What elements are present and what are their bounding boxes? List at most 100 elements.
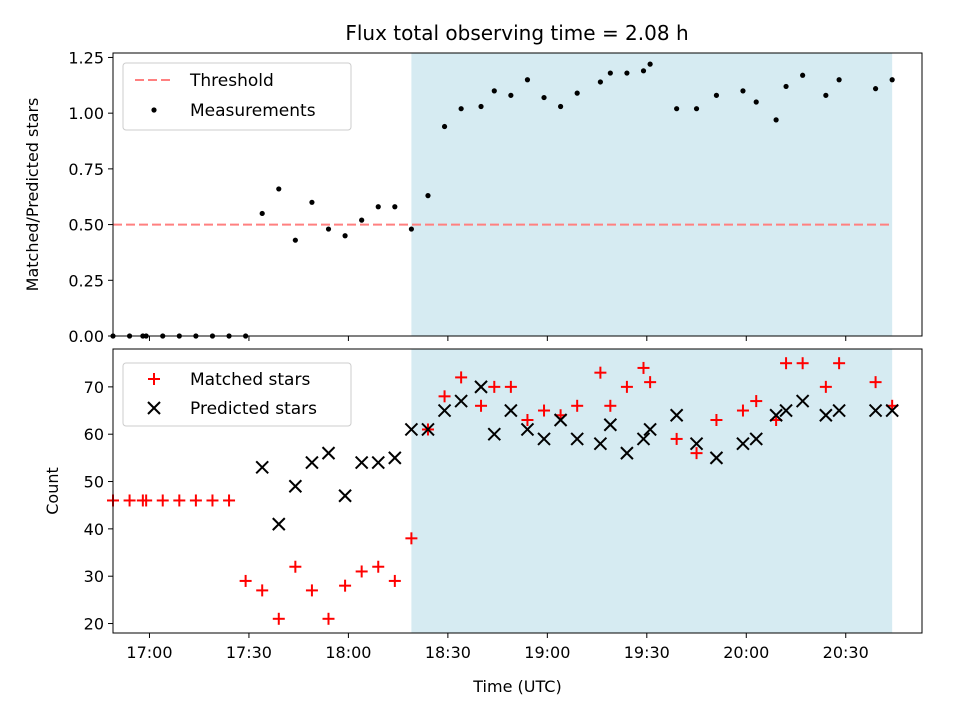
matched-star-point — [455, 371, 468, 384]
matched-star-point — [140, 494, 153, 507]
measurement-point — [889, 77, 895, 83]
measurement-point — [408, 226, 415, 232]
measurement-point — [458, 106, 464, 112]
measurement-point — [508, 92, 514, 98]
predicted-star-point — [338, 489, 352, 503]
matched-star-point — [289, 560, 302, 573]
measurement-point — [392, 204, 398, 210]
predicted-star-point — [819, 408, 833, 422]
y-tick-label: 1.00 — [68, 104, 104, 123]
x-tick-label: 19:30 — [624, 643, 670, 662]
matched-star-point — [521, 414, 534, 426]
measurement-point — [491, 88, 497, 94]
measurement-point — [558, 103, 564, 110]
predicted-star-point — [404, 422, 419, 437]
predicted-star-point — [487, 427, 501, 441]
y-tick-label: 50 — [84, 473, 104, 492]
predicted-star-point — [474, 380, 488, 394]
matched-star-point — [736, 404, 749, 417]
predicted-star-point — [321, 446, 336, 460]
predicted-star-point — [769, 408, 783, 422]
measurement-point — [441, 123, 448, 130]
matched-star-point — [644, 376, 657, 389]
matched-star-point — [604, 399, 617, 412]
predicted-star-point — [709, 451, 724, 465]
bottom-panel: 20 30 40 50 60 70 17:00 17:30 18:00 18:30 19:00 19… — [43, 348, 923, 696]
matched-star-point — [272, 612, 285, 625]
measurement-point — [674, 106, 680, 112]
predicted-star-point — [553, 413, 568, 427]
matched-star-point — [156, 494, 169, 507]
matched-star-point — [670, 432, 683, 445]
predicted-star-point — [669, 408, 684, 422]
predicted-star-point — [620, 446, 634, 460]
matched-star-point — [504, 380, 517, 393]
predicted-star-point — [736, 436, 750, 451]
legend-threshold-label: Threshold — [189, 71, 274, 91]
matched-star-point — [819, 380, 832, 393]
predicted-star-point — [388, 451, 402, 465]
x-tick-label: 17:00 — [126, 643, 172, 662]
measurement-point — [309, 199, 315, 205]
matched-star-point — [833, 357, 846, 370]
predicted-star-point — [593, 436, 608, 451]
matched-star-point — [355, 565, 368, 578]
x-tick-label: 18:00 — [325, 643, 371, 662]
bottom-axes-frame — [112, 348, 923, 634]
predicted-star-point — [454, 394, 468, 408]
measurement-point — [359, 217, 365, 223]
matched-star-point — [594, 366, 607, 379]
top-legend: Threshold Measurements — [122, 62, 352, 131]
matched-star-point — [372, 560, 385, 573]
matched-star-point — [405, 532, 418, 545]
matched-star-point — [123, 494, 136, 507]
predicted-star-point — [749, 432, 763, 446]
matched-star-point — [637, 361, 650, 374]
measurement-point — [325, 226, 332, 232]
measurement-point — [783, 83, 789, 90]
measurement-point — [607, 70, 613, 76]
y-tick-label: 1.25 — [68, 48, 104, 67]
matched-star-point — [438, 390, 451, 403]
predicted-star-point — [272, 517, 286, 531]
matched-star-point — [780, 357, 793, 370]
matched-star-point — [488, 380, 501, 393]
matched-star-point — [206, 494, 219, 507]
matched-star-point — [710, 414, 723, 426]
predicted-star-point — [504, 403, 518, 418]
chart-title: Flux total observing time = 2.08 h — [345, 21, 688, 45]
predicted-star-point — [643, 422, 657, 437]
matched-star-point — [475, 399, 488, 412]
x-tick-label: 17:30 — [226, 643, 272, 662]
top-axes-frame — [112, 52, 923, 337]
y-tick-label: 30 — [84, 567, 104, 586]
measurement-point — [597, 79, 603, 85]
measurement-point — [276, 186, 282, 192]
matched-star-point — [750, 395, 763, 408]
measurement-point — [740, 88, 746, 94]
matched-star-point — [305, 584, 318, 597]
predicted-star-point — [305, 455, 319, 470]
predicted-star-point — [570, 432, 584, 446]
matched-star-point — [538, 404, 551, 417]
legend-predicted-label: Predicted stars — [190, 399, 317, 419]
shaded-region-top — [411, 53, 893, 336]
y-tick-label: 0.75 — [68, 160, 104, 179]
predicted-star-point — [868, 403, 883, 418]
matched-star-point — [189, 494, 202, 507]
measurement-point — [624, 70, 630, 76]
measurement-point — [478, 103, 484, 110]
predicted-star-point — [689, 436, 704, 451]
measurement-point — [872, 86, 879, 92]
bottom-legend: Matched stars Predicted stars — [122, 362, 352, 427]
y-tick-label: 20 — [84, 615, 104, 634]
measurement-point — [524, 77, 531, 83]
predicted-star-point — [795, 394, 810, 408]
matched-star-point — [620, 380, 633, 393]
legend-predicted-swatch — [147, 401, 161, 415]
matched-star-point — [388, 574, 401, 587]
matched-star-point — [322, 612, 335, 625]
measurement-point — [753, 99, 759, 105]
y-tick-label: 60 — [84, 425, 104, 444]
